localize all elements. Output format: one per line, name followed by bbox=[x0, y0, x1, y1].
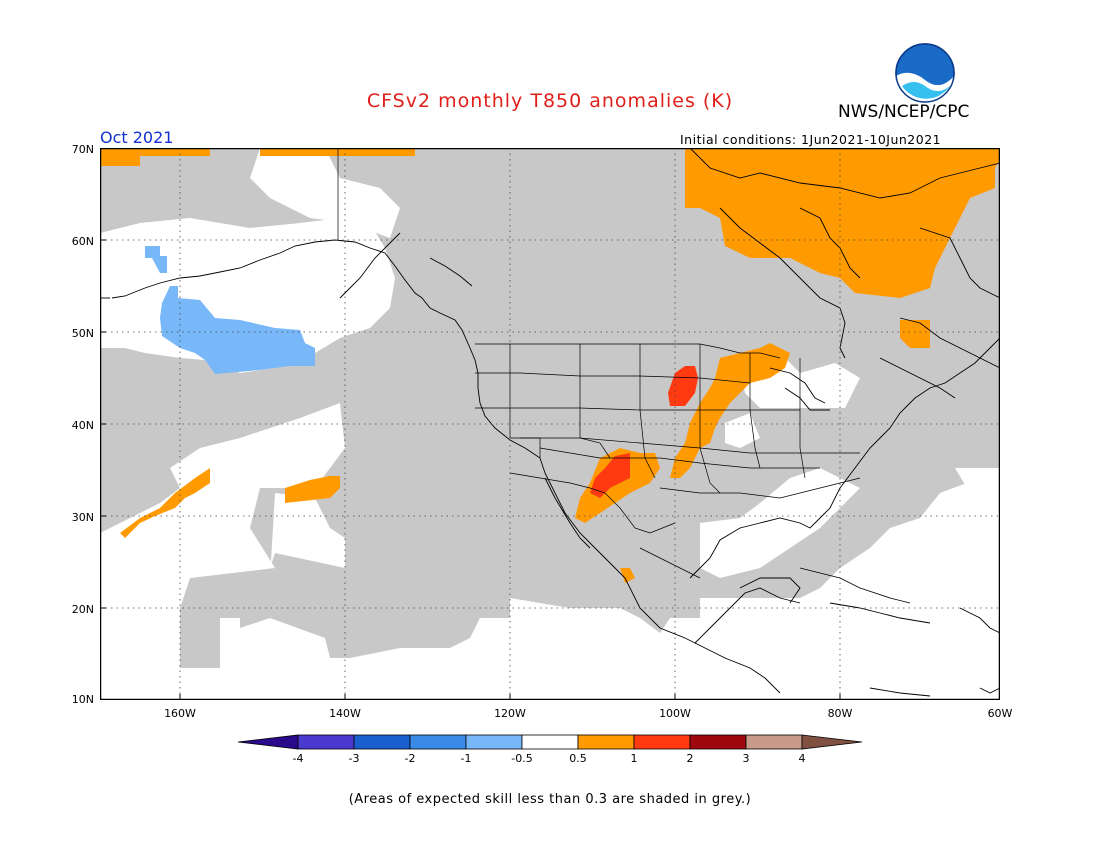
colorbar-label: 3 bbox=[742, 752, 750, 765]
lon-label-120w: 120W bbox=[494, 707, 526, 720]
colorbar-label: -3 bbox=[348, 752, 360, 765]
lat-label-40n: 40N bbox=[71, 419, 94, 432]
forecast-month: Oct 2021 bbox=[100, 128, 174, 147]
initial-conditions: Initial conditions: 1Jun2021-10Jun2021 bbox=[680, 132, 942, 147]
noaa-logo-icon bbox=[895, 43, 955, 104]
anomaly-map bbox=[100, 148, 1000, 700]
lon-label-80w: 80W bbox=[827, 707, 853, 720]
colorbar-label: 2 bbox=[686, 752, 694, 765]
strong-warm-anomaly bbox=[590, 366, 698, 498]
colorbar-label: -4 bbox=[292, 752, 304, 765]
colorbar-label: -0.5 bbox=[511, 752, 533, 765]
colorbar-label: -1 bbox=[460, 752, 472, 765]
lon-label-60w: 60W bbox=[987, 707, 1013, 720]
axis-ticks bbox=[100, 239, 841, 700]
colorbar-label: 4 bbox=[798, 752, 806, 765]
lat-label-10n: 10N bbox=[71, 693, 94, 706]
lat-label-50n: 50N bbox=[71, 327, 94, 340]
lat-label-70n: 70N bbox=[71, 143, 94, 156]
cold-anomaly bbox=[145, 246, 315, 374]
colorbar-label: 0.5 bbox=[569, 752, 587, 765]
chart-title: CFSv2 monthly T850 anomalies (K) bbox=[366, 90, 734, 112]
graticule bbox=[100, 148, 1000, 700]
agency-label: NWS/NCEP/CPC bbox=[838, 102, 970, 122]
lat-label-30n: 30N bbox=[71, 511, 94, 524]
colorbar-label: 1 bbox=[630, 752, 638, 765]
lat-label-60n: 60N bbox=[71, 235, 94, 248]
lat-label-20n: 20N bbox=[71, 603, 94, 616]
colorbar-label: -2 bbox=[404, 752, 416, 765]
skill-footnote: (Areas of expected skill less than 0.3 a… bbox=[348, 792, 752, 807]
political-borders bbox=[337, 148, 861, 579]
colorbar bbox=[238, 734, 862, 750]
lon-label-100w: 100W bbox=[659, 707, 691, 720]
lon-label-160w: 160W bbox=[164, 707, 196, 720]
lon-label-140w: 140W bbox=[329, 707, 361, 720]
